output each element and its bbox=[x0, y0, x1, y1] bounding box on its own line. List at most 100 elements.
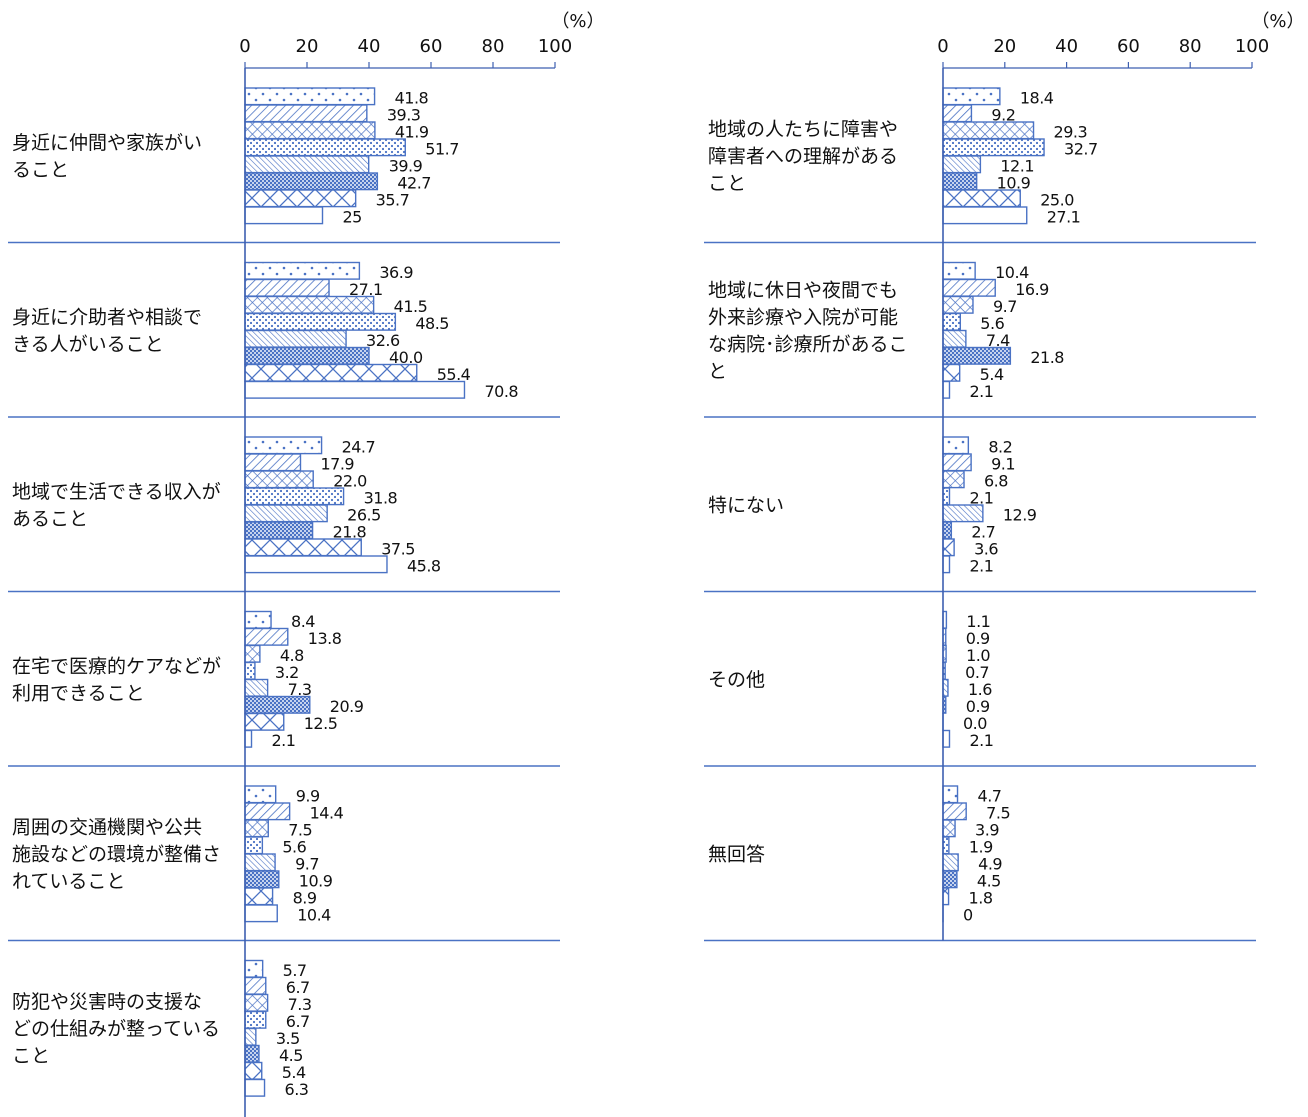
bar bbox=[244, 1027, 257, 1046]
unit-label: （%） bbox=[551, 11, 604, 32]
bar-value-label: 0 bbox=[963, 906, 973, 925]
bar bbox=[244, 661, 256, 680]
bar-value-label: 4.9 bbox=[978, 855, 1002, 874]
bar-value-label: 16.9 bbox=[1015, 280, 1049, 299]
bar-value-label: 24.7 bbox=[342, 438, 376, 457]
bar-value-label: 7.5 bbox=[986, 804, 1010, 823]
bar bbox=[942, 436, 970, 455]
bar bbox=[244, 695, 311, 714]
category-label: その他 bbox=[708, 669, 765, 691]
bar bbox=[244, 870, 280, 889]
bar-value-label: 3.2 bbox=[275, 663, 299, 682]
bar-value-label: 1.6 bbox=[968, 680, 992, 699]
bar-value-label: 1.0 bbox=[966, 646, 990, 665]
bar-value-label: 13.8 bbox=[308, 629, 342, 648]
bar bbox=[942, 853, 959, 872]
x-tick-label: 80 bbox=[1179, 36, 1202, 57]
bar-value-label: 9.2 bbox=[991, 106, 1015, 125]
bar-value-label: 4.8 bbox=[280, 646, 304, 665]
category-label: 地域の人たちに障害や障害者への理解があること bbox=[708, 118, 898, 194]
bar bbox=[244, 627, 289, 646]
x-tick-label: 40 bbox=[358, 36, 381, 57]
bar bbox=[942, 521, 953, 540]
bar bbox=[244, 1010, 267, 1029]
bar bbox=[244, 312, 397, 331]
bar bbox=[244, 904, 278, 923]
bar-value-label: 31.8 bbox=[364, 489, 398, 508]
bar-value-label: 12.1 bbox=[1000, 157, 1034, 176]
x-tick-label: 40 bbox=[1055, 36, 1078, 57]
bar-value-label: 4.5 bbox=[977, 872, 1001, 891]
bar-value-label: 51.7 bbox=[425, 140, 459, 159]
x-tick-label: 100 bbox=[1235, 36, 1269, 57]
bar-value-label: 4.7 bbox=[978, 787, 1002, 806]
bar bbox=[244, 555, 388, 574]
bar-value-label: 25.0 bbox=[1040, 191, 1074, 210]
bar bbox=[244, 487, 345, 506]
bar-value-label: 37.5 bbox=[381, 540, 415, 559]
bar-value-label: 8.4 bbox=[291, 612, 315, 631]
bar bbox=[942, 138, 1045, 157]
bar-value-label: 36.9 bbox=[379, 263, 413, 282]
bar-value-label: 2.1 bbox=[969, 557, 993, 576]
x-tick-label: 60 bbox=[1117, 36, 1140, 57]
bar bbox=[244, 470, 314, 489]
category-label: 無回答 bbox=[708, 843, 765, 865]
category-label: 地域で生活できる収入があること bbox=[12, 481, 221, 530]
bar bbox=[244, 678, 269, 697]
bar-value-label: 5.6 bbox=[980, 314, 1004, 333]
bar bbox=[244, 436, 323, 455]
bar bbox=[244, 278, 330, 297]
bar-value-label: 2.1 bbox=[969, 489, 993, 508]
bar-value-label: 1.8 bbox=[969, 889, 993, 908]
bar-value-label: 9.7 bbox=[295, 855, 319, 874]
x-tick-label: 0 bbox=[239, 36, 250, 57]
bar-value-label: 4.5 bbox=[279, 1046, 303, 1065]
bar-value-label: 32.7 bbox=[1064, 140, 1098, 159]
bar bbox=[244, 712, 285, 731]
bar bbox=[942, 206, 1028, 225]
bar bbox=[244, 993, 269, 1012]
bar bbox=[244, 104, 368, 123]
bar-value-label: 7.3 bbox=[288, 995, 312, 1014]
bar bbox=[942, 453, 972, 472]
right-chart-panel: （%） 0 20 40 60 80 100 地域の人たちに障害や障害者への理解があること 18.… bbox=[704, 11, 1305, 942]
bar-value-label: 45.8 bbox=[407, 557, 441, 576]
x-tick-label: 20 bbox=[993, 36, 1016, 57]
bar-value-label: 3.9 bbox=[975, 821, 999, 840]
bar bbox=[244, 189, 357, 208]
bar-value-label: 3.6 bbox=[974, 540, 998, 559]
bar-value-label: 0.7 bbox=[965, 663, 989, 682]
bar bbox=[244, 295, 375, 314]
bar-value-label: 40.0 bbox=[389, 348, 423, 367]
bar-value-label: 41.5 bbox=[394, 297, 428, 316]
bar bbox=[942, 836, 950, 855]
bar-value-label: 21.8 bbox=[1030, 348, 1064, 367]
category-label: 身近に仲間や家族がいること bbox=[12, 132, 202, 181]
bar-value-label: 5.7 bbox=[283, 961, 307, 980]
bar bbox=[942, 295, 974, 314]
bar bbox=[942, 87, 1001, 106]
category-label: 身近に介助者や相談できる人がいること bbox=[12, 306, 202, 355]
category-label: 防犯や災害時の支援などの仕組みが整っていること bbox=[12, 991, 220, 1067]
bar-value-label: 18.4 bbox=[1020, 89, 1054, 108]
bar bbox=[244, 121, 376, 140]
bar-value-label: 42.7 bbox=[397, 174, 431, 193]
category-label: 地域に休日や夜間でも外来診療や入院が可能な病院･診療所があること bbox=[708, 279, 908, 382]
bar bbox=[942, 819, 956, 838]
x-tick-label: 80 bbox=[482, 36, 505, 57]
category-label: 周囲の交通機関や公共施設などの環境が整備されていること bbox=[12, 816, 221, 892]
bar-value-label: 32.6 bbox=[366, 331, 400, 350]
bar bbox=[942, 555, 951, 574]
bar-value-label: 3.5 bbox=[276, 1029, 300, 1048]
x-tick-label: 0 bbox=[937, 36, 948, 57]
bar-value-label: 12.9 bbox=[1003, 506, 1037, 525]
bar-value-label: 27.1 bbox=[1047, 208, 1081, 227]
bar-value-label: 10.4 bbox=[297, 906, 331, 925]
bar-value-label: 0.9 bbox=[966, 629, 990, 648]
bar-value-label: 35.7 bbox=[376, 191, 410, 210]
bar bbox=[244, 976, 267, 995]
bar bbox=[942, 380, 951, 399]
bar bbox=[942, 363, 961, 382]
bar bbox=[244, 1061, 263, 1080]
